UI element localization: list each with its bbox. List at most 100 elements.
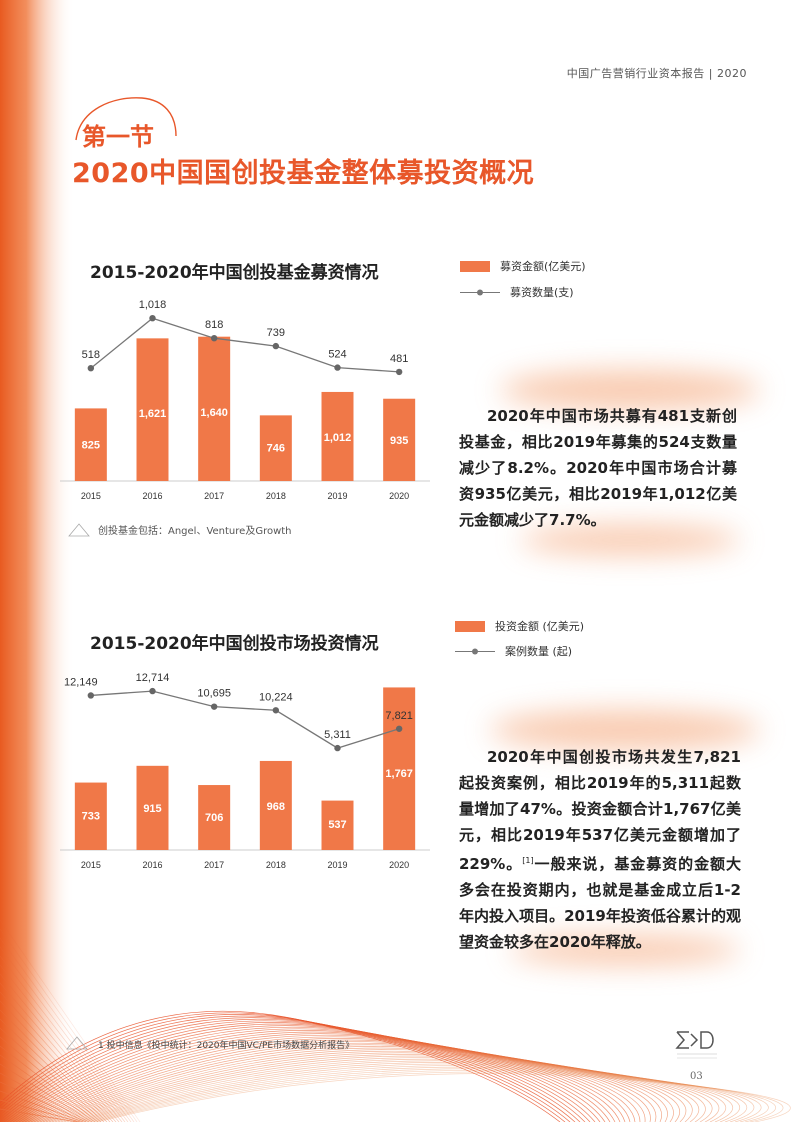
line-point (395, 368, 403, 376)
line-value-label: 1,018 (139, 299, 167, 311)
x-tick-label: 2018 (266, 491, 286, 501)
chart1-title: 2015-2020年中国创投基金募资情况 (90, 263, 379, 283)
line-value-label: 524 (328, 349, 346, 361)
section-arc-decoration (75, 97, 177, 141)
section-title: 2020中国国创投基金整体募投资概况 (72, 158, 535, 189)
note-triangle-icon (66, 1036, 88, 1050)
line-point (334, 744, 341, 752)
line-point (272, 707, 280, 714)
line-value-label: 12,149 (64, 676, 98, 688)
paragraph2-text-a: 2020年中国创投市场共发生7,821起投资案例，相比2019年的5,311起数… (459, 748, 741, 873)
footnote-ref[interactable]: [1] (522, 856, 534, 865)
bar (383, 687, 416, 850)
chart1-svg: 825 2015 1,621 2016 1,640 2017 746 2018 1,012 201… (60, 299, 430, 501)
x-tick-label: 2019 (327, 491, 347, 501)
bar-value-label: 746 (267, 442, 285, 454)
legend-line-marker (460, 289, 500, 295)
series-line (90, 690, 400, 749)
x-tick-label: 2016 (142, 860, 162, 870)
line-point (334, 364, 341, 371)
bar (198, 336, 231, 481)
bar-value-label: 1,621 (139, 408, 167, 420)
chart2-svg: 733 2015 915 2016 706 2017 968 2018 537 2019 1,767… (60, 672, 430, 870)
bar-value-label: 1,640 (200, 407, 228, 419)
paragraph2: 2020年中国创投市场共发生7,821起投资案例，相比2019年的5,311起数… (459, 744, 741, 955)
legend-bar-swatch (460, 260, 490, 272)
legend-bar-swatch (455, 620, 485, 632)
line-value-label: 818 (205, 319, 223, 331)
chart1-legend-line: 募资数量(支) (460, 284, 574, 300)
bar (74, 408, 107, 481)
x-tick-label: 2015 (81, 860, 101, 870)
bar (136, 765, 169, 850)
bar (74, 782, 107, 850)
line-point (149, 687, 156, 695)
note-triangle-icon (68, 522, 90, 536)
chart2-title: 2015-2020年中国创投市场投资情况 (90, 634, 379, 654)
bar (136, 338, 169, 481)
paragraph2-glow-bottom (510, 935, 740, 965)
left-gradient-decoration (0, 0, 75, 1122)
chart1-legend-bar-label: 募资金额(亿美元) (500, 260, 586, 273)
line-value-label: 7,821 (385, 710, 413, 722)
x-tick-label: 2016 (142, 491, 162, 501)
chart1-legend-bar: 募资金额(亿美元) (460, 258, 586, 274)
line-point (210, 335, 218, 342)
paragraph2-glow (490, 710, 760, 750)
x-tick-label: 2020 (389, 491, 409, 501)
x-tick-label: 2020 (389, 860, 409, 870)
paragraph2-text-b: 一般来说，基金募资的金额大多会在投资期内，也就是基金成立后1-2年内投入项目。2… (459, 855, 741, 951)
series-line (90, 317, 400, 373)
chart2-legend-line: 案例数量 (起) (455, 643, 572, 659)
line-point (149, 315, 156, 322)
bar (321, 391, 354, 481)
x-tick-label: 2015 (81, 491, 101, 501)
x-tick-label: 2017 (204, 860, 224, 870)
bar-value-label: 935 (390, 435, 408, 447)
line-value-label: 481 (390, 353, 408, 365)
paragraph1-glow (500, 370, 760, 410)
bar (321, 800, 354, 850)
bar-value-label: 733 (82, 811, 100, 823)
chart1-legend-line-label: 募资数量(支) (510, 286, 574, 299)
paragraph1: 2020年中国市场共募有481支新创投基金，相比2019年募集的524支数量减少… (459, 407, 737, 529)
x-tick-label: 2018 (266, 860, 286, 870)
chart2-legend-bar-label: 投资金额 (亿美元) (495, 620, 585, 633)
line-value-label: 518 (82, 349, 100, 361)
line-point (87, 692, 95, 699)
footnote-text: 1 投中信息《投中统计：2020年中国VC/PE市场数据分析报告》 (98, 1041, 355, 1051)
line-value-label: 739 (267, 327, 285, 339)
footnote-marker (66, 1036, 88, 1050)
chart2-legend-line-label: 案例数量 (起) (505, 645, 573, 658)
chart1-note-text: 创投基金包括：Angel、Venture及Growth (98, 526, 292, 537)
chart2-legend-bar: 投资金额 (亿美元) (455, 618, 584, 634)
line-value-label: 10,224 (259, 691, 293, 703)
bar-value-label: 706 (205, 812, 223, 824)
bar (259, 415, 292, 481)
line-value-label: 10,695 (197, 688, 231, 700)
chart1-note: 创投基金包括：Angel、Venture及Growth (68, 522, 292, 537)
line-point (395, 725, 403, 732)
line-point (87, 365, 95, 372)
legend-line-marker (455, 648, 495, 654)
x-tick-label: 2017 (204, 491, 224, 501)
bar-value-label: 825 (82, 439, 100, 451)
line-point (272, 342, 280, 350)
report-header: 中国广告营销行业资本报告 | 2020 (566, 67, 747, 80)
line-value-label: 12,714 (136, 672, 170, 684)
bar-value-label: 915 (143, 803, 161, 815)
bar (198, 785, 231, 850)
line-value-label: 5,311 (324, 729, 351, 741)
bar-value-label: 1,767 (385, 768, 413, 780)
bar-value-label: 1,012 (324, 432, 352, 444)
logo (675, 1031, 717, 1059)
paragraph1-glow-bottom (520, 525, 740, 555)
bar-value-label: 537 (328, 819, 346, 831)
section-label: 第一节 (82, 123, 154, 151)
bar (383, 398, 416, 481)
x-tick-label: 2019 (327, 860, 347, 870)
page-number: 03 (690, 1071, 703, 1082)
bar-value-label: 968 (267, 801, 285, 813)
line-point (210, 703, 218, 710)
bar (259, 760, 292, 850)
